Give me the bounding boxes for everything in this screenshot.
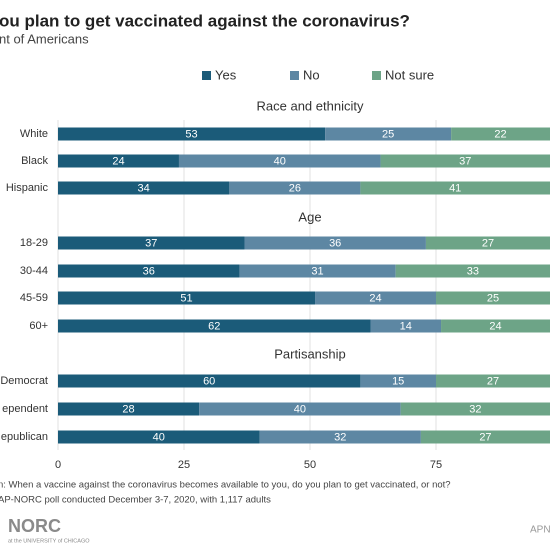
data-label: 24 [489, 320, 501, 332]
group-title: Race and ethnicity [257, 98, 364, 113]
data-label: 15 [392, 375, 404, 387]
bar-segment [58, 181, 230, 195]
data-label: 22 [494, 128, 506, 140]
bar-segment [360, 374, 436, 388]
bar-segment [58, 127, 326, 141]
data-label: 27 [479, 431, 491, 443]
data-label: 33 [467, 265, 479, 277]
data-label: 27 [482, 237, 494, 249]
y-tick-label: 60+ [29, 320, 48, 332]
data-label: 62 [208, 320, 220, 332]
y-tick-label: Democrat [0, 375, 48, 387]
bar-segment [229, 181, 361, 195]
x-tick-label: 75 [430, 459, 442, 471]
legend-label: Not sure [385, 67, 434, 82]
data-label: 24 [369, 292, 381, 304]
bar-segment [380, 154, 550, 168]
legend-swatch [290, 71, 299, 80]
y-tick-label: 30-44 [20, 265, 48, 277]
data-label: 60 [203, 375, 215, 387]
bar-segment [58, 430, 260, 444]
bar-segment [360, 181, 550, 195]
data-label: 36 [143, 265, 155, 277]
group-title: Partisanship [274, 346, 346, 361]
data-label: 26 [289, 182, 301, 194]
group-title: Age [298, 209, 321, 224]
bar-segment [436, 374, 550, 388]
bar-segment [395, 264, 550, 278]
legend-swatch [372, 71, 381, 80]
legend-label: Yes [215, 67, 237, 82]
data-label: 28 [122, 403, 134, 415]
bar-segment [58, 374, 361, 388]
data-label: 51 [180, 292, 192, 304]
data-label: 40 [274, 155, 286, 167]
bar-segment [199, 402, 401, 416]
data-label: 34 [138, 182, 150, 194]
data-label: 53 [185, 128, 197, 140]
bar-segment [58, 402, 200, 416]
x-tick-label: 50 [304, 459, 316, 471]
logo: NORC [8, 516, 61, 536]
bar-segment [58, 236, 245, 250]
data-label: 32 [334, 431, 346, 443]
bar-segment [425, 236, 550, 250]
bar-segment [325, 127, 452, 141]
data-label: 40 [153, 431, 165, 443]
data-label: 24 [112, 155, 124, 167]
bar-segment [58, 154, 179, 168]
bar-segment [436, 291, 550, 305]
data-label: 37 [459, 155, 471, 167]
logo-subtitle: at the UNIVERSITY of CHICAGO [8, 538, 90, 544]
bar-segment [58, 291, 316, 305]
y-tick-label: ependent [2, 403, 48, 415]
data-label: 40 [294, 403, 306, 415]
y-tick-label: epublican [1, 431, 48, 443]
data-label: 25 [382, 128, 394, 140]
data-label: 27 [487, 375, 499, 387]
bar-segment [315, 291, 436, 305]
footer-right: APN [530, 525, 550, 536]
x-tick-label: 0 [55, 459, 61, 471]
bar-segment [400, 402, 550, 416]
bar-segment [441, 319, 550, 333]
data-label: 37 [145, 237, 157, 249]
data-label: 41 [449, 182, 461, 194]
bar-segment [244, 236, 426, 250]
bar-segment [370, 319, 442, 333]
y-tick-label: Hispanic [6, 182, 49, 194]
data-label: 14 [400, 320, 412, 332]
bar-segment [58, 264, 240, 278]
data-label: 32 [469, 403, 481, 415]
y-tick-label: 18-29 [20, 237, 48, 249]
bar-segment [178, 154, 381, 168]
bar-segment [451, 127, 550, 141]
chart-subtitle: nt of Americans [0, 31, 89, 46]
bar-segment [58, 319, 371, 333]
y-tick-label: 45-59 [20, 292, 48, 304]
data-label: 36 [329, 237, 341, 249]
y-tick-label: White [20, 128, 48, 140]
note: n: When a vaccine against the coronaviru… [0, 480, 451, 491]
data-label: 25 [487, 292, 499, 304]
x-tick-label: 25 [178, 459, 190, 471]
bar-segment [420, 430, 550, 444]
source: AP-NORC poll conducted December 3-7, 202… [0, 495, 271, 506]
bar-segment [239, 264, 396, 278]
chart-title: ou plan to get vaccinated against the co… [0, 11, 410, 30]
data-label: 31 [311, 265, 323, 277]
bar-segment [259, 430, 421, 444]
y-tick-label: Black [21, 155, 48, 167]
legend-swatch [202, 71, 211, 80]
legend-label: No [303, 67, 320, 82]
